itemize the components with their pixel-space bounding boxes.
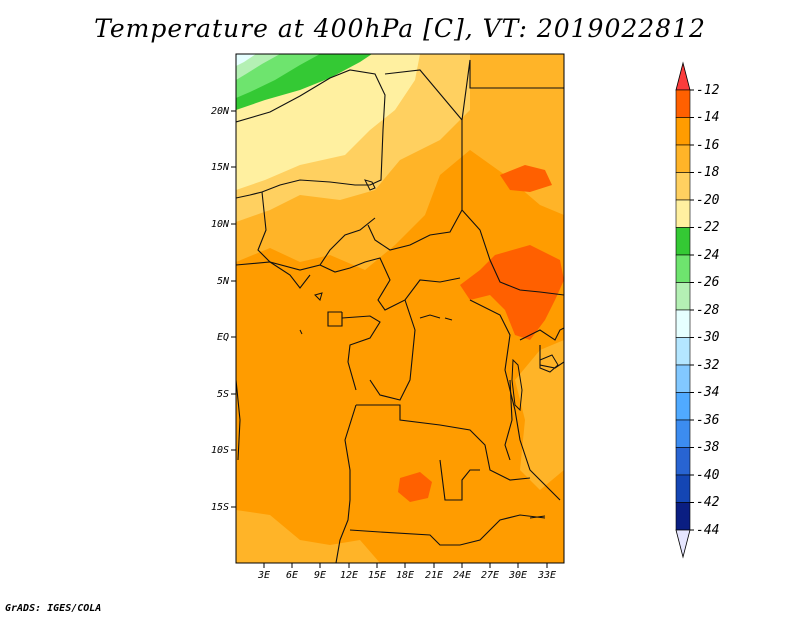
- colorbar-segment: [675, 392, 691, 421]
- colorbar-label-m20: -20: [696, 193, 720, 208]
- colorbar-segment: [675, 447, 691, 476]
- colorbar-label-m28: -28: [696, 303, 720, 318]
- grads-credit: GrADS: IGES/COLA: [5, 603, 102, 614]
- shading-band-28: [236, 54, 280, 80]
- colorbar-segment: [675, 474, 691, 503]
- colorbar-segment: [675, 227, 691, 256]
- country-borders: [236, 59, 564, 563]
- lon-label-6e: 6E: [286, 570, 298, 581]
- colorbar-segment: [675, 144, 691, 173]
- longitude-axis: 3E 6E 9E 12E 15E 18E 21E 24E 27E 30E 33E: [257, 563, 556, 581]
- lat-label-15s: 15S: [211, 502, 229, 513]
- colorbar-segments: [675, 61, 694, 559]
- lat-label-10s: 10S: [211, 445, 229, 456]
- colorbar-segment: [675, 282, 691, 311]
- lat-label-eq: EQ: [217, 332, 229, 343]
- temperature-field: [236, 54, 564, 563]
- shading-band-16-south: [236, 510, 380, 563]
- colorbar-arrow-bottom: [675, 529, 691, 559]
- shading-band-16-east: [515, 340, 564, 490]
- lakes: [299, 179, 559, 519]
- lat-label-15n: 15N: [211, 162, 230, 173]
- colorbar-label-m14: -14: [696, 110, 719, 125]
- latitude-axis: 20N 15N 10N 5N EQ 5S 10S 15S: [211, 106, 236, 513]
- colorbar-segment: [675, 337, 691, 366]
- colorbar-segment: [675, 117, 691, 146]
- lon-label-18e: 18E: [396, 570, 414, 581]
- colorbar-label-m38: -38: [696, 440, 720, 455]
- colorbar-label-m44: -44: [696, 523, 719, 538]
- shading-band-30: [236, 54, 256, 66]
- lat-label-5s: 5S: [217, 389, 229, 400]
- colorbar-segment: [675, 309, 691, 338]
- warm-patch-southwest: [398, 472, 432, 502]
- lon-label-24e: 24E: [453, 570, 471, 581]
- warm-patch-northeast: [500, 165, 552, 192]
- colorbar-segment: [675, 172, 691, 201]
- colorbar-label-m32: -32: [696, 358, 720, 373]
- colorbar-label-m40: -40: [696, 468, 720, 483]
- colorbar: -12 -14 -16 -18 -20 -22 -24 -26 -28 -30 …: [675, 61, 720, 559]
- map-title: Temperature at 400hPa [C], VT: 201902281…: [94, 14, 706, 43]
- warm-patch-east: [460, 245, 564, 340]
- colorbar-segment: [675, 419, 691, 448]
- colorbar-label-m12: -12: [696, 83, 720, 98]
- colorbar-label-m18: -18: [696, 165, 720, 180]
- colorbar-segment: [675, 89, 691, 118]
- colorbar-label-m42: -42: [696, 495, 720, 510]
- colorbar-segment: [675, 199, 691, 228]
- colorbar-segment: [675, 254, 691, 283]
- colorbar-labels: -12 -14 -16 -18 -20 -22 -24 -26 -28 -30 …: [696, 83, 720, 538]
- lon-label-33e: 33E: [537, 570, 556, 581]
- lon-label-3e: 3E: [257, 570, 270, 581]
- colorbar-segment: [675, 502, 691, 531]
- map-frame: [235, 53, 565, 564]
- colorbar-label-m16: -16: [696, 138, 720, 153]
- colorbar-label-m30: -30: [696, 330, 720, 345]
- lat-label-10n: 10N: [211, 219, 230, 230]
- lon-label-12e: 12E: [340, 570, 358, 581]
- lat-label-5n: 5N: [217, 276, 230, 287]
- colorbar-label-m36: -36: [696, 413, 720, 428]
- lon-label-9e: 9E: [314, 570, 326, 581]
- colorbar-label-m34: -34: [696, 385, 719, 400]
- lat-label-20n: 20N: [211, 106, 230, 117]
- colorbar-arrow-top: [675, 61, 691, 91]
- colorbar-label-m26: -26: [696, 275, 720, 290]
- lon-label-27e: 27E: [481, 570, 499, 581]
- colorbar-label-m22: -22: [696, 220, 720, 235]
- lon-label-21e: 21E: [425, 570, 443, 581]
- lon-label-15e: 15E: [368, 570, 386, 581]
- colorbar-segment: [675, 364, 691, 393]
- colorbar-label-m24: -24: [696, 248, 719, 263]
- lon-label-30e: 30E: [508, 570, 527, 581]
